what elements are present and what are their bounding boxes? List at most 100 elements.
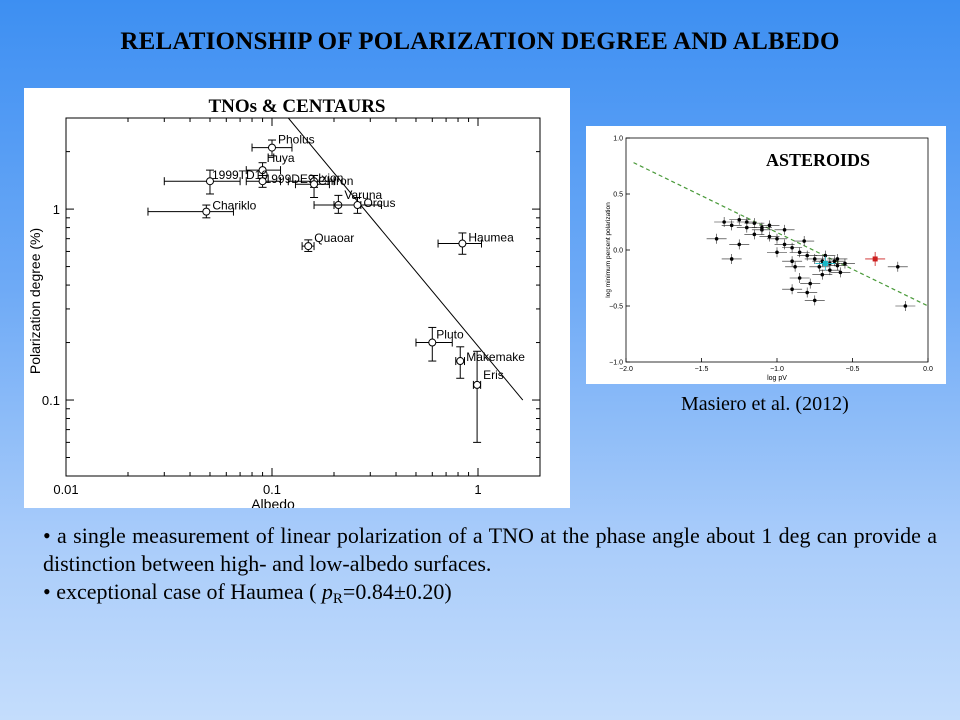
data-point <box>760 225 764 230</box>
bullet-2-prefix: • exceptional case of Haumea ( <box>43 579 322 604</box>
x-tick-label: −2.0 <box>619 366 633 373</box>
x-tick-label: 0.0 <box>923 366 933 373</box>
x-tick-label: −0.5 <box>846 366 860 373</box>
y-axis-label: log minimum percent polarization <box>605 202 612 298</box>
tno-chart-svg: 0.01 0.1 1 0.1 1 Albedo Polarization degree (%… <box>27 117 541 508</box>
bullet-item-2: • exceptional case of Haumea ( pR=0.84±0… <box>43 578 937 613</box>
data-point <box>473 380 482 389</box>
data-point <box>729 223 734 228</box>
data-point <box>793 265 797 269</box>
data-point <box>775 250 779 255</box>
y-tick-label: −1.0 <box>609 360 623 367</box>
data-point <box>267 143 276 152</box>
data-point <box>353 201 362 210</box>
data-point <box>205 177 214 186</box>
data-point <box>838 270 843 275</box>
y-axis-label: Polarization degree (%) <box>27 228 43 374</box>
data-point <box>903 304 908 308</box>
data-point <box>258 166 267 175</box>
x-axis-label: Albedo <box>251 496 295 508</box>
data-point <box>790 245 794 250</box>
data-point <box>745 220 749 224</box>
bullet-2-subscript: R <box>332 591 343 607</box>
data-point <box>828 268 832 272</box>
bullet-2-suffix: =0.84±0.20) <box>342 579 452 604</box>
data-point <box>802 239 806 243</box>
point-label: Haumea <box>468 231 514 245</box>
data-point <box>258 177 267 186</box>
y-tick-label: 1.0 <box>613 136 623 143</box>
point-label: Pluto <box>436 328 464 342</box>
point-label: Pholus <box>278 133 315 147</box>
x-tick-label: 0.01 <box>53 482 78 497</box>
data-point <box>812 257 817 261</box>
data-point <box>310 180 319 189</box>
tno-chart: 0.01 0.1 1 0.1 1 Albedo Polarization degree (%… <box>24 88 570 508</box>
point-label: Makemake <box>466 350 525 364</box>
data-point <box>714 237 719 241</box>
data-point <box>820 272 825 277</box>
bullet-item-1: • a single measurement of linear polariz… <box>43 523 937 576</box>
data-point <box>797 276 802 280</box>
bullet-list: • a single measurement of linear polariz… <box>43 522 937 613</box>
point-label: 1999DE9 <box>265 172 315 186</box>
point-label: Orcus <box>363 196 395 210</box>
data-point <box>737 242 742 247</box>
data-point <box>428 338 437 347</box>
highlight-point <box>822 260 828 266</box>
x-tick-label: −1.5 <box>695 366 709 373</box>
x-tick-label: 0.1 <box>263 482 281 497</box>
point-label: Quaoar <box>314 231 354 245</box>
data-point <box>745 225 749 230</box>
data-point <box>835 263 840 268</box>
trend-line <box>287 117 524 401</box>
highlight-point <box>872 256 878 262</box>
data-point <box>823 253 828 258</box>
data-point <box>812 298 817 303</box>
data-point <box>896 265 900 269</box>
y-tick-label: 0.5 <box>613 192 623 199</box>
data-point <box>767 234 772 239</box>
data-point <box>722 220 726 224</box>
y-tick-label: 0.1 <box>42 393 60 408</box>
data-point <box>456 357 465 366</box>
data-point <box>790 259 794 263</box>
x-tick-label: −1.0 <box>770 366 784 373</box>
data-point <box>782 228 787 232</box>
data-point <box>797 250 802 255</box>
point-label: Eris <box>483 368 504 382</box>
y-tick-label: 1 <box>53 202 60 217</box>
source-citation: Masiero et al. (2012) <box>681 393 849 415</box>
slide-title: RELATIONSHIP OF POLARIZATION DEGREE AND … <box>120 28 840 55</box>
bullet-2-variable: p <box>321 579 333 604</box>
point-label: Chariklo <box>212 199 256 213</box>
data-point <box>767 223 772 228</box>
data-point <box>752 232 757 237</box>
data-point <box>817 265 822 269</box>
trend-line <box>633 162 929 307</box>
data-point <box>775 237 779 241</box>
asteroid-chart-svg: −2.0 −1.5 −1.0 −0.5 0.0 1.0 0.5 0.0 −0.5 −1.0 log … <box>605 136 933 383</box>
data-point <box>805 253 809 258</box>
data-point <box>458 239 467 248</box>
tno-chart-title: TNOs & CENTAURS <box>208 96 386 117</box>
asteroid-chart-title: ASTEROIDS <box>766 150 871 170</box>
x-axis-label: log pV <box>767 375 787 382</box>
data-point <box>835 257 840 261</box>
y-tick-label: 0.0 <box>613 248 623 255</box>
asteroid-chart: −2.0 −1.5 −1.0 −0.5 0.0 1.0 0.5 0.0 −0.5 −1.0 log … <box>586 126 946 384</box>
data-point <box>304 242 313 251</box>
y-tick-label: −0.5 <box>609 304 623 311</box>
data-point <box>790 287 794 291</box>
x-tick-label: 1 <box>474 482 481 497</box>
data-point <box>782 242 787 247</box>
plot-frame <box>65 117 541 477</box>
data-point <box>737 217 742 222</box>
data-point <box>843 261 847 266</box>
point-label: Ixion <box>318 171 343 185</box>
point-label: Huya <box>267 151 295 165</box>
data-point <box>729 257 734 261</box>
data-point <box>808 281 813 286</box>
data-point <box>202 207 211 216</box>
data-point <box>805 290 809 295</box>
